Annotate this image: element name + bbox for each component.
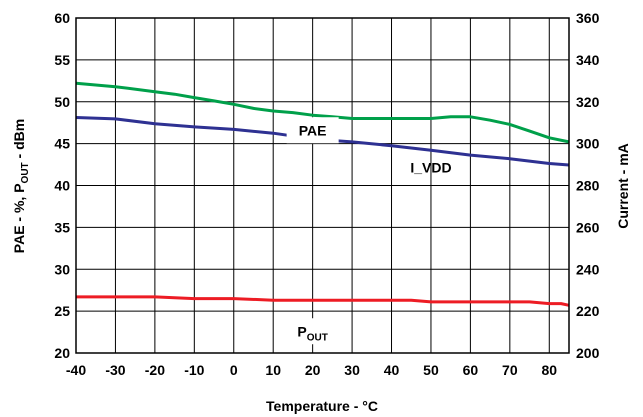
y-left-tick-label: 30: [54, 261, 70, 277]
y-right-tick-label: 320: [576, 94, 600, 110]
y-left-tick-label: 55: [54, 52, 70, 68]
series-line-pae: [75, 81, 570, 144]
grid: [76, 18, 569, 353]
y-left-tick-label: 40: [54, 178, 70, 194]
annotation-pae-main: PAE: [299, 122, 327, 138]
annotation-i-vdd-main: I_VDD: [410, 159, 451, 175]
y-left-tick-label: 50: [54, 94, 70, 110]
y-left-axis-label-sub: OUT: [20, 162, 31, 183]
annotation-i-vdd: I_VDD: [410, 159, 451, 175]
x-tick-label: 10: [265, 362, 281, 378]
x-tick-label: 80: [541, 362, 557, 378]
y-right-tick-label: 220: [576, 303, 600, 319]
y-left-tick-label: 20: [54, 345, 70, 361]
series-annotations: PAE I_VDD POUT: [286, 117, 452, 345]
y-right-tick-label: 280: [576, 178, 600, 194]
x-tick-label: -10: [184, 362, 204, 378]
y-right-tick-labels: 200 220 240 260 280 300 320 340 360: [576, 10, 600, 361]
annotation-pout: POUT: [297, 323, 327, 343]
annotation-bg-pae: [286, 117, 339, 144]
x-tick-label: 40: [384, 362, 400, 378]
plot-frame: [75, 17, 570, 354]
annotation-pae: PAE: [299, 122, 327, 138]
annotation-pout-main: P: [297, 323, 306, 339]
annotation-pout-sub: OUT: [307, 332, 328, 343]
y-right-tick-label: 340: [576, 52, 600, 68]
y-right-tick-label: 260: [576, 219, 600, 235]
y-left-tick-labels: 20 25 30 35 40 45 50 55 60: [54, 10, 70, 361]
x-tick-label: 20: [305, 362, 321, 378]
y-right-tick-label: 200: [576, 345, 600, 361]
y-right-axis-label: Current - mA: [615, 143, 631, 229]
annotation-bg-pout: [286, 318, 339, 345]
y-left-axis-label: PAE - %, POUT - dBm: [11, 119, 31, 253]
y-left-tick-label: 45: [54, 136, 70, 152]
x-tick-label: 0: [230, 362, 238, 378]
y-left-axis-label-rest: - dBm: [11, 119, 27, 163]
series-line-pout: [76, 295, 570, 307]
y-right-tick-label: 360: [576, 10, 600, 26]
y-left-tick-label: 35: [54, 219, 70, 235]
x-tick-labels: -40 -30 -20 -10 0 10 20 30 40 50 60 70 80: [66, 362, 557, 378]
y-right-tick-label: 300: [576, 136, 600, 152]
x-tick-label: 60: [463, 362, 479, 378]
x-tick-label: -30: [105, 362, 125, 378]
y-left-tick-label: 25: [54, 303, 70, 319]
y-right-tick-label: 240: [576, 261, 600, 277]
x-tick-label: 30: [344, 362, 360, 378]
x-tick-label: 50: [423, 362, 439, 378]
y-left-tick-label: 60: [54, 10, 70, 26]
y-left-axis-label-main: PAE - %, P: [11, 183, 27, 253]
x-tick-label: 70: [502, 362, 518, 378]
x-axis-label: Temperature - °C: [266, 398, 378, 414]
x-tick-label: -20: [145, 362, 165, 378]
x-tick-label: -40: [66, 362, 86, 378]
